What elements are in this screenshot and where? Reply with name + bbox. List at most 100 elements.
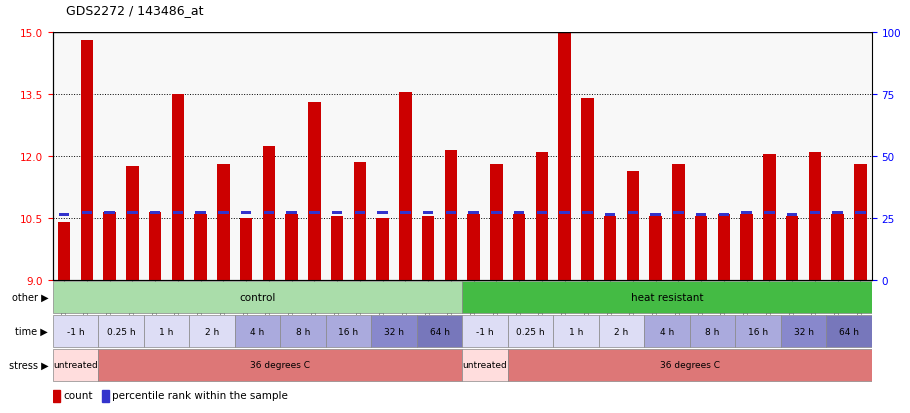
Bar (399, 93, 411, 280)
Bar (513, 214, 525, 280)
Text: untreated: untreated (462, 361, 508, 370)
Bar (718, 214, 730, 280)
Bar (695, 216, 707, 280)
Text: stress ▶: stress ▶ (8, 360, 48, 370)
Bar (628, 211, 638, 214)
Bar (673, 211, 683, 214)
Bar (787, 213, 797, 216)
Bar (263, 147, 275, 280)
Bar (462, 315, 508, 347)
Text: -1 h: -1 h (476, 327, 494, 336)
Bar (462, 281, 872, 313)
Bar (490, 165, 502, 280)
Text: 0.25 h: 0.25 h (516, 327, 545, 336)
Bar (53, 315, 98, 347)
Bar (309, 211, 319, 214)
Bar (514, 211, 524, 214)
Text: 2 h: 2 h (205, 327, 219, 336)
Bar (719, 213, 729, 216)
Text: GDS2272 / 143486_at: GDS2272 / 143486_at (66, 4, 204, 17)
Bar (581, 99, 593, 280)
Bar (468, 214, 480, 280)
Bar (469, 211, 479, 214)
Text: untreated: untreated (53, 361, 98, 370)
Text: 2 h: 2 h (614, 327, 629, 336)
Text: time ▶: time ▶ (15, 326, 48, 336)
Text: other ▶: other ▶ (12, 292, 48, 302)
Bar (491, 211, 501, 214)
Text: 64 h: 64 h (839, 327, 859, 336)
Bar (105, 211, 115, 214)
Bar (172, 95, 184, 280)
Bar (764, 211, 774, 214)
Bar (58, 223, 70, 280)
Bar (651, 213, 661, 216)
Bar (855, 211, 865, 214)
Bar (149, 212, 161, 280)
Bar (378, 211, 388, 214)
Bar (650, 216, 662, 280)
Bar (763, 155, 775, 280)
Bar (326, 315, 371, 347)
Bar (53, 390, 60, 402)
Bar (371, 315, 417, 347)
Bar (196, 211, 206, 214)
Text: 4 h: 4 h (250, 327, 265, 336)
Bar (287, 211, 297, 214)
Text: 8 h: 8 h (705, 327, 720, 336)
Text: count: count (63, 390, 93, 401)
Bar (81, 41, 93, 280)
Bar (235, 315, 280, 347)
Bar (672, 165, 684, 280)
Bar (264, 211, 274, 214)
Bar (195, 214, 207, 280)
Bar (280, 315, 326, 347)
Bar (446, 211, 456, 214)
Bar (400, 211, 410, 214)
Bar (810, 211, 820, 214)
Bar (422, 216, 434, 280)
Bar (690, 315, 735, 347)
Bar (355, 211, 365, 214)
Bar (742, 211, 752, 214)
Bar (126, 167, 138, 280)
Text: control: control (239, 292, 276, 302)
Bar (189, 315, 235, 347)
Text: 32 h: 32 h (384, 327, 404, 336)
Text: 36 degrees C: 36 degrees C (660, 361, 720, 370)
Bar (833, 211, 843, 214)
Text: heat resistant: heat resistant (631, 292, 703, 302)
Bar (559, 33, 571, 280)
Bar (553, 315, 599, 347)
Bar (508, 315, 553, 347)
Text: 0.25 h: 0.25 h (106, 327, 136, 336)
Bar (144, 315, 189, 347)
Bar (560, 211, 570, 214)
Bar (786, 216, 798, 280)
Bar (741, 214, 753, 280)
Bar (286, 214, 298, 280)
Text: 1 h: 1 h (569, 327, 583, 336)
Bar (240, 218, 252, 280)
Bar (59, 213, 69, 216)
Bar (809, 153, 821, 280)
Text: 36 degrees C: 36 degrees C (250, 361, 310, 370)
Bar (781, 315, 826, 347)
Bar (332, 211, 342, 214)
Bar (53, 349, 98, 381)
Bar (150, 211, 160, 214)
Bar (445, 151, 457, 280)
Bar (98, 349, 462, 381)
Text: 32 h: 32 h (794, 327, 814, 336)
Bar (537, 211, 547, 214)
Text: 1 h: 1 h (159, 327, 174, 336)
Bar (696, 213, 706, 216)
Text: percentile rank within the sample: percentile rank within the sample (112, 390, 288, 401)
Bar (423, 211, 433, 214)
Bar (98, 315, 144, 347)
Bar (644, 315, 690, 347)
Bar (354, 163, 366, 280)
Bar (462, 349, 508, 381)
Bar (308, 103, 320, 280)
Bar (604, 216, 616, 280)
